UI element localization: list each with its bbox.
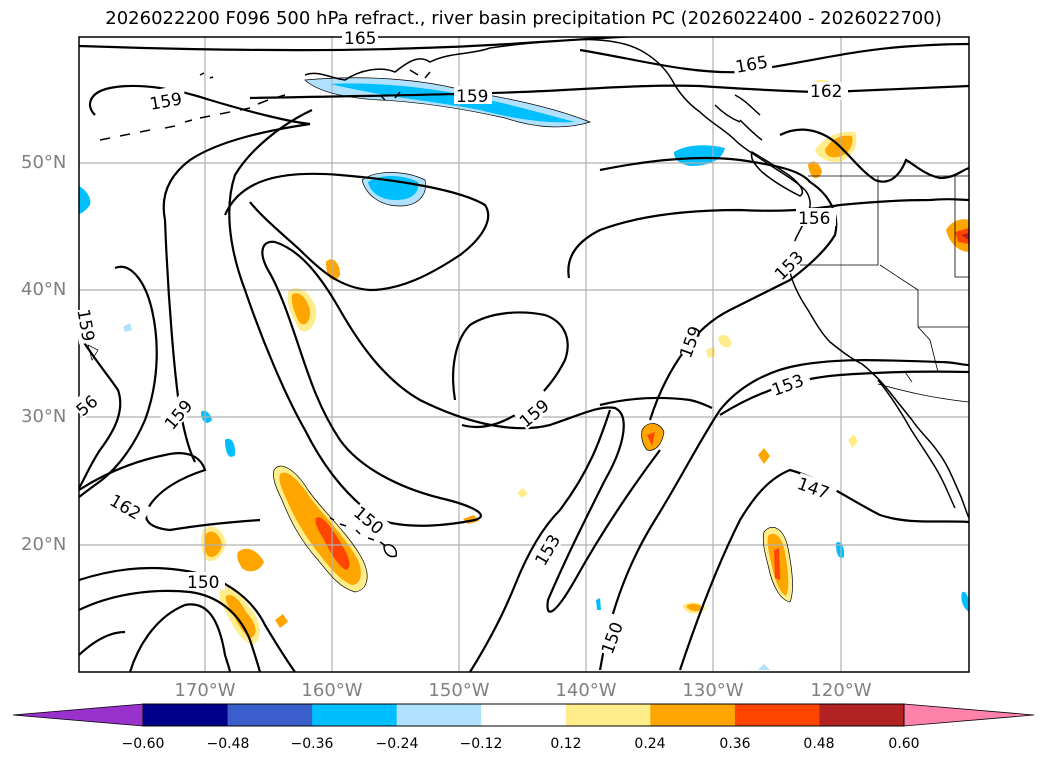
lon-label: 150°W	[428, 680, 490, 701]
graticule	[79, 37, 969, 672]
contour-159-north-loop	[163, 219, 196, 463]
colorbar-swatch	[143, 704, 229, 726]
map-frame	[78, 36, 970, 673]
colorbar-swatch	[565, 704, 651, 726]
contours	[79, 37, 969, 672]
colorbar-tick-label: −0.60	[121, 736, 165, 752]
lon-label: 140°W	[555, 680, 617, 701]
lat-label: 20°N	[21, 534, 67, 555]
contour-156-big-loop	[228, 109, 661, 613]
contour-153-west	[79, 589, 262, 672]
contour-165-east	[579, 42, 969, 74]
contour-162-north	[249, 84, 969, 100]
contour-label: 165	[344, 29, 376, 49]
shade-blue-aleutian-core	[330, 83, 575, 123]
colorbar-tick-label: −0.48	[206, 736, 250, 752]
contour-162-east	[567, 198, 969, 279]
baja	[877, 379, 956, 509]
contour-159-westnorth	[88, 84, 311, 221]
contour-147-east	[678, 468, 969, 671]
contour-156-east	[779, 128, 969, 183]
contour-150-east	[598, 359, 969, 671]
colorbar-swatch	[481, 704, 567, 726]
lon-label: 130°W	[682, 680, 744, 701]
contour-label: 159	[456, 87, 488, 107]
lat-label: 40°N	[21, 279, 67, 300]
lat-label: 50°N	[21, 152, 67, 173]
colorbar-tick-label: −0.12	[459, 736, 503, 752]
colorbar-tick-label: 0.60	[888, 736, 920, 752]
shade-blue-west-edge	[79, 186, 91, 214]
colorbar-tick-label: 0.24	[634, 736, 666, 752]
colorbar-tick-label: 0.12	[550, 736, 582, 752]
contour-156-west	[79, 265, 158, 498]
colorbar-swatch	[312, 704, 398, 726]
contour-153-central	[599, 396, 713, 410]
contour-162-west	[79, 452, 261, 532]
colorbar-tick-label: −0.36	[290, 736, 334, 752]
contour-147-southwest	[79, 630, 126, 656]
contour-150-central	[469, 409, 612, 672]
contour-label: 159	[72, 308, 97, 343]
contour-inner-loop	[223, 172, 490, 292]
contour-165-north	[79, 37, 641, 52]
lat-label: 30°N	[21, 406, 67, 427]
contour-153-east	[719, 370, 969, 416]
colorbar-tick-label: 0.48	[803, 736, 835, 752]
colorbar-swatch	[396, 704, 482, 726]
colorbar-swatch	[227, 704, 313, 726]
map-title: 2026022200 F096 500 hPa refract., river …	[105, 8, 942, 29]
contour-label: 156	[798, 209, 830, 229]
lon-label: 160°W	[301, 680, 363, 701]
colorbar-swatch	[819, 704, 905, 726]
lon-label: 120°W	[810, 680, 872, 701]
colorbar	[12, 703, 1035, 727]
colorbar-tick-label: 0.36	[719, 736, 751, 752]
colorbar-swatch	[734, 704, 820, 726]
contour-159-west	[79, 334, 122, 489]
colorbar-swatch	[650, 704, 736, 726]
lon-label: 170°W	[174, 680, 236, 701]
colorbar-extend-min	[12, 703, 144, 727]
contour-label: 150	[187, 573, 219, 593]
contour-label: 162	[810, 82, 842, 102]
colorbar-extend-max	[903, 703, 1035, 727]
contour-150-south	[128, 603, 232, 672]
colorbar-tick-label: −0.24	[375, 736, 419, 752]
shade-blue-gulf-alaska	[674, 145, 725, 166]
